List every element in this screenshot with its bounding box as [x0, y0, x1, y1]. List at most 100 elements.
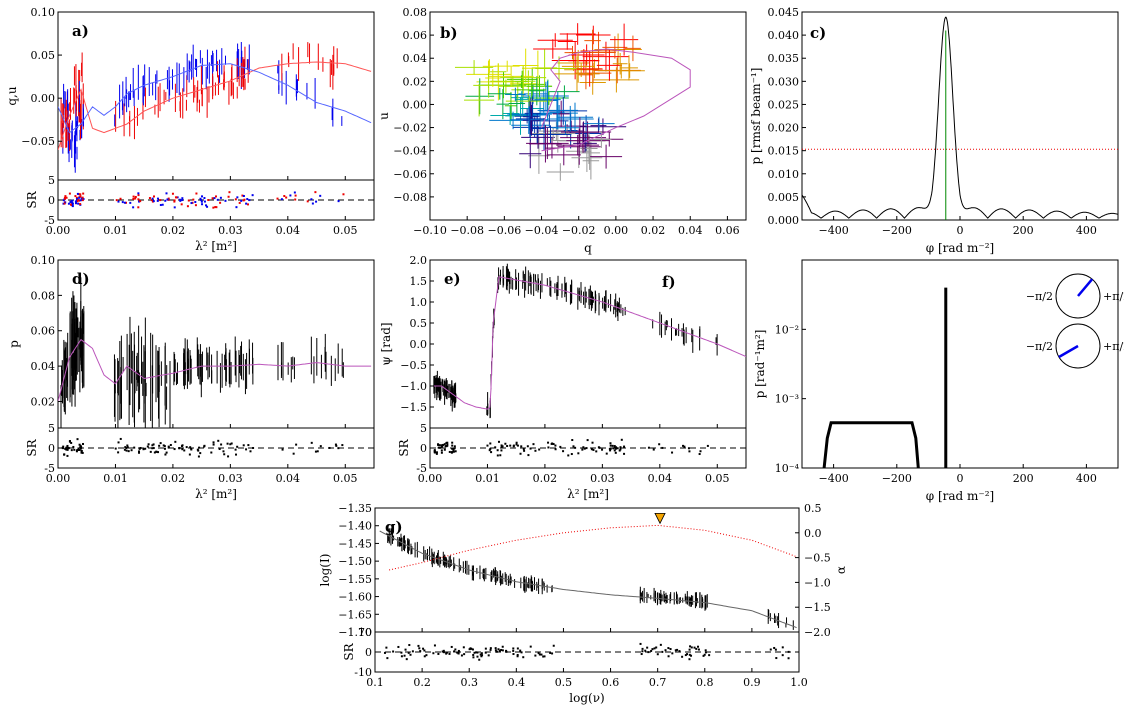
q-model-line: [58, 61, 372, 150]
qu-point: [500, 65, 547, 90]
residual-point: [78, 196, 81, 199]
residual-point: [310, 198, 313, 201]
x-tick-label: 0.02: [161, 224, 186, 237]
residual-point: [176, 196, 179, 199]
residual-point: [152, 200, 155, 203]
residual-point: [445, 651, 448, 654]
residual-point: [66, 447, 69, 450]
angle-dial: −π/2 +π/2: [1026, 273, 1124, 319]
qu-point: [531, 127, 576, 140]
residual-point: [75, 450, 78, 453]
residual-point: [311, 202, 314, 205]
panel-e-residuals: -5 0 5 SR 0.00 0.01 0.02 0.03 0.04 0.05 λ² [m²]: [397, 422, 747, 501]
residual-point: [134, 197, 137, 200]
residual-point: [681, 655, 684, 658]
residual-point: [478, 658, 481, 661]
y-tick-label: 0.06: [31, 325, 56, 338]
panel-d-residuals: -5 0 5 SR 0.00 0.01 0.02 0.03 0.04 0.05 λ² [m²]: [25, 422, 375, 501]
residual-point: [199, 452, 202, 455]
residual-point: [251, 194, 254, 197]
residual-point: [132, 195, 135, 198]
residual-point: [781, 646, 784, 649]
x-tick-label: 0: [957, 224, 964, 237]
residual-point: [242, 195, 245, 198]
residual-point: [473, 651, 476, 654]
residual-point: [444, 445, 447, 448]
residual-point: [595, 450, 598, 453]
residual-point: [462, 646, 465, 649]
residual-point: [242, 444, 245, 447]
residual-point: [385, 646, 388, 649]
residual-point: [199, 197, 202, 200]
sr-label: SR: [25, 438, 39, 456]
residual-point: [495, 650, 498, 653]
residual-point: [516, 655, 519, 658]
residual-point: [245, 202, 248, 205]
residual-point: [506, 445, 509, 448]
residual-point: [157, 451, 160, 454]
residual-point: [708, 654, 711, 657]
x-tick-label: 0.04: [276, 472, 301, 485]
y-tick-label: 0.035: [768, 52, 800, 65]
residual-point: [538, 653, 541, 656]
residual-point: [671, 652, 674, 655]
residual-point: [572, 445, 575, 448]
residual-point: [581, 448, 584, 451]
residual-point: [522, 448, 525, 451]
residual-point: [124, 446, 127, 449]
qu-point: [596, 49, 622, 81]
residual-point: [158, 444, 161, 447]
residual-point: [440, 449, 443, 452]
residual-point: [79, 445, 82, 448]
residual-point: [149, 450, 152, 453]
dial-needle: [1058, 344, 1079, 359]
residual-point: [342, 193, 345, 196]
panel-label: e): [444, 270, 461, 288]
residual-point: [440, 445, 443, 448]
y-tick-label: 0.08: [31, 289, 56, 302]
residual-point: [706, 444, 709, 447]
residual-point: [217, 439, 220, 442]
residual-point: [156, 197, 159, 200]
panel-label: c): [810, 24, 826, 42]
x-tick-label: 0.2: [413, 676, 431, 689]
y-axis-label: log(I): [318, 554, 332, 587]
residual-point: [117, 200, 120, 203]
panel-f: −400 −200 0 200 400 10⁻⁴ 10⁻³ 10⁻² φ [rad m⁻²] p …: [753, 259, 1124, 503]
y-tick-label: 0: [365, 646, 372, 659]
residual-point: [226, 442, 229, 445]
sr-label: SR: [25, 190, 39, 208]
residual-point: [618, 449, 621, 452]
y-tick-label: 0.010: [768, 168, 800, 181]
y-tick-label: -5: [416, 462, 427, 475]
residual-point: [214, 206, 217, 209]
residual-point: [615, 446, 618, 449]
residual-point: [205, 204, 208, 207]
residual-point: [179, 199, 182, 202]
y-tick-label: 0.02: [31, 395, 56, 408]
residual-point: [404, 648, 407, 651]
residual-point: [586, 439, 589, 442]
residual-point: [196, 448, 199, 451]
panel-d: 0.02 0.04 0.06 0.08 0.10 d) p: [7, 254, 375, 429]
residual-point: [704, 651, 707, 654]
residual-point: [445, 441, 448, 444]
residual-point: [241, 194, 244, 197]
residual-point: [452, 449, 455, 452]
residual-point: [397, 645, 400, 648]
residual-point: [200, 200, 203, 203]
residual-point: [486, 444, 489, 447]
x-tick-label: −0.08: [450, 224, 484, 237]
residual-point: [448, 450, 451, 453]
residual-point: [138, 451, 141, 454]
x-tick-label: 0.00: [46, 224, 71, 237]
residual-point: [183, 449, 186, 452]
residual-point: [623, 452, 626, 455]
residual-point: [152, 195, 155, 198]
residual-point: [562, 450, 565, 453]
residual-point: [156, 199, 159, 202]
residual-point: [181, 197, 184, 200]
residual-point: [159, 199, 162, 202]
x-tick-label: 0.00: [418, 472, 443, 485]
